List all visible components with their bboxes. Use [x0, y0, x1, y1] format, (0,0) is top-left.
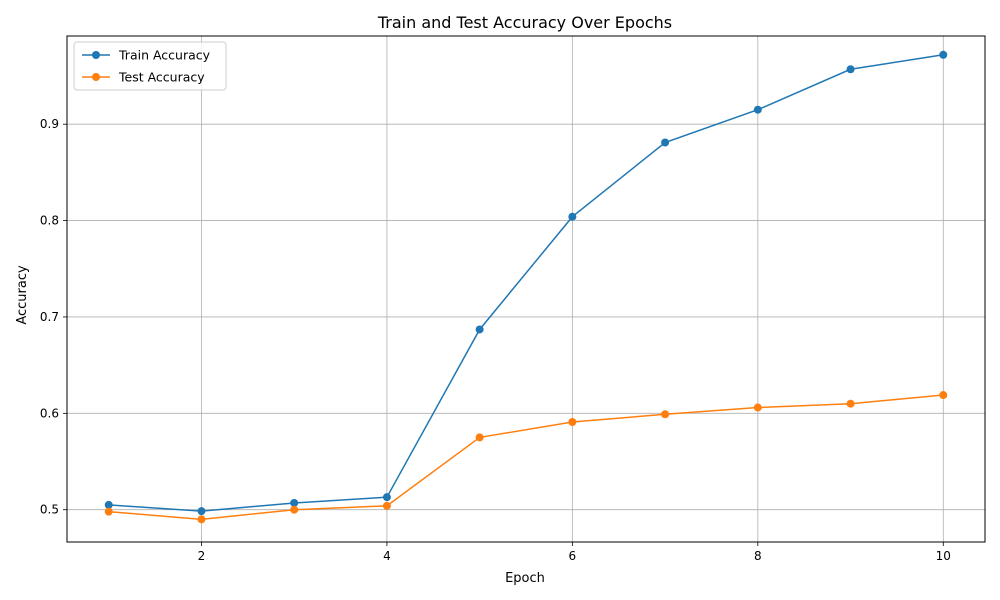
- y-tick-label: 0.8: [40, 214, 59, 228]
- x-tick-label: 8: [754, 549, 762, 563]
- grid-lines: [67, 36, 985, 542]
- legend-swatch-marker: [92, 51, 100, 59]
- plot-frame: [66, 35, 986, 543]
- legend: Train Accuracy Test Accuracy: [73, 41, 227, 91]
- series-line: [108, 54, 944, 512]
- legend-box: [73, 41, 227, 91]
- data-point: [846, 65, 855, 74]
- x-tick-label: 2: [198, 549, 206, 563]
- data-point: [661, 410, 670, 419]
- data-point: [290, 498, 299, 507]
- data-point: [846, 399, 855, 408]
- x-tick-label: 6: [569, 549, 577, 563]
- data-point: [197, 507, 206, 516]
- y-tick-label: 0.9: [40, 117, 59, 131]
- legend-entry-label: Train Accuracy: [118, 48, 211, 63]
- data-point: [104, 500, 113, 509]
- plot-series: [104, 50, 948, 524]
- data-point: [475, 433, 484, 442]
- x-axis-ticks: 2 4 6 8 10: [198, 542, 951, 563]
- data-point: [753, 105, 762, 114]
- y-tick-label: 0.7: [40, 310, 59, 324]
- y-axis-label: Accuracy: [15, 265, 30, 325]
- series-line: [108, 394, 944, 521]
- y-tick-label: 0.6: [40, 406, 59, 420]
- data-point: [475, 325, 484, 334]
- x-tick-label: 10: [936, 549, 951, 563]
- chart-title: Train and Test Accuracy Over Epochs: [377, 13, 672, 32]
- data-point: [568, 418, 577, 427]
- legend-entry-label: Test Accuracy: [118, 70, 205, 85]
- data-point: [939, 391, 948, 400]
- data-point: [104, 507, 113, 516]
- data-point: [382, 493, 391, 502]
- data-point: [753, 403, 762, 412]
- x-tick-label: 4: [383, 549, 391, 563]
- y-axis-ticks: 0.5 0.6 0.7 0.8 0.9: [40, 117, 67, 517]
- x-axis-label: Epoch: [505, 571, 545, 586]
- data-point: [661, 138, 670, 147]
- data-point: [939, 50, 948, 59]
- legend-swatch-marker: [92, 73, 100, 81]
- data-point: [290, 505, 299, 514]
- data-point: [382, 501, 391, 510]
- y-tick-label: 0.5: [40, 503, 59, 517]
- data-point: [197, 515, 206, 524]
- data-point: [568, 212, 577, 221]
